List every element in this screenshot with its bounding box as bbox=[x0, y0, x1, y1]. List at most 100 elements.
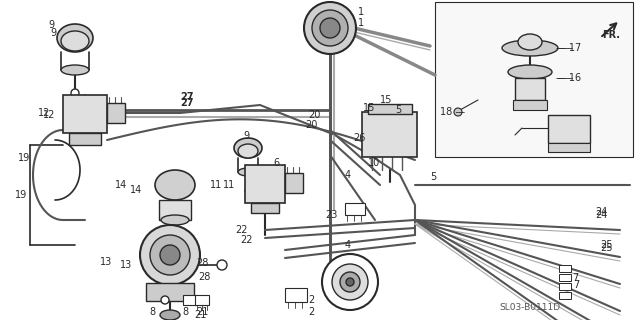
Circle shape bbox=[454, 108, 462, 116]
Circle shape bbox=[245, 188, 251, 194]
Bar bbox=[107, 103, 125, 123]
Circle shape bbox=[161, 296, 169, 304]
Bar bbox=[251, 203, 279, 213]
Text: 24: 24 bbox=[595, 210, 607, 220]
Bar bbox=[285, 173, 303, 193]
Circle shape bbox=[322, 254, 378, 310]
Text: 4: 4 bbox=[345, 240, 351, 250]
Bar bbox=[559, 265, 571, 272]
Bar bbox=[559, 274, 571, 281]
Text: — 17: — 17 bbox=[556, 43, 581, 53]
Text: 18 —: 18 — bbox=[440, 107, 465, 117]
Text: 5: 5 bbox=[395, 105, 401, 115]
Ellipse shape bbox=[155, 170, 195, 200]
Ellipse shape bbox=[508, 65, 552, 79]
Text: 5: 5 bbox=[430, 172, 436, 182]
Circle shape bbox=[217, 260, 227, 270]
Text: 21: 21 bbox=[196, 307, 208, 317]
Bar bbox=[183, 295, 197, 305]
Bar bbox=[345, 203, 365, 215]
Ellipse shape bbox=[234, 138, 262, 158]
Circle shape bbox=[332, 264, 368, 300]
Text: 14: 14 bbox=[115, 180, 127, 190]
Bar bbox=[435, 2, 633, 157]
Bar bbox=[368, 104, 412, 114]
Text: 25: 25 bbox=[600, 240, 613, 250]
Text: 26: 26 bbox=[353, 133, 365, 143]
Circle shape bbox=[150, 235, 190, 275]
Text: 28: 28 bbox=[196, 258, 208, 268]
Text: 11: 11 bbox=[210, 180, 222, 190]
Text: 9: 9 bbox=[243, 131, 249, 141]
Bar bbox=[362, 112, 417, 157]
Circle shape bbox=[71, 89, 79, 97]
Text: 28: 28 bbox=[198, 272, 210, 282]
Text: 27: 27 bbox=[180, 98, 194, 108]
Text: 20: 20 bbox=[305, 120, 318, 130]
Bar bbox=[548, 143, 590, 152]
Text: 8: 8 bbox=[182, 307, 188, 317]
Text: — 16: — 16 bbox=[556, 73, 581, 83]
Text: 13: 13 bbox=[120, 260, 132, 270]
Text: 6: 6 bbox=[273, 158, 279, 168]
Text: 14: 14 bbox=[130, 185, 142, 195]
Text: 9: 9 bbox=[48, 20, 54, 30]
Ellipse shape bbox=[518, 34, 542, 50]
Bar bbox=[285, 288, 307, 302]
Text: FR.: FR. bbox=[602, 30, 620, 40]
Text: 2: 2 bbox=[308, 307, 314, 317]
Bar bbox=[513, 100, 547, 110]
Ellipse shape bbox=[61, 31, 89, 51]
Bar bbox=[548, 115, 590, 143]
Text: 15: 15 bbox=[363, 103, 375, 113]
Bar bbox=[159, 200, 191, 220]
Ellipse shape bbox=[161, 215, 189, 225]
Text: 12: 12 bbox=[38, 108, 50, 118]
Bar bbox=[245, 165, 285, 203]
Text: 25: 25 bbox=[600, 243, 613, 253]
Bar bbox=[63, 95, 107, 133]
Text: 11: 11 bbox=[223, 180, 235, 190]
Circle shape bbox=[340, 272, 360, 292]
Text: 1: 1 bbox=[358, 7, 364, 17]
Text: 21: 21 bbox=[194, 310, 206, 320]
Text: 22: 22 bbox=[240, 235, 253, 245]
Ellipse shape bbox=[502, 40, 558, 56]
Text: 9: 9 bbox=[50, 28, 56, 38]
Ellipse shape bbox=[238, 144, 258, 158]
Text: 23: 23 bbox=[325, 210, 337, 220]
Text: 20: 20 bbox=[308, 110, 321, 120]
Circle shape bbox=[160, 245, 180, 265]
Text: 12: 12 bbox=[43, 110, 55, 120]
Text: 2: 2 bbox=[308, 295, 314, 305]
Bar bbox=[146, 283, 194, 301]
Circle shape bbox=[304, 2, 356, 54]
Circle shape bbox=[320, 18, 340, 38]
Text: 24: 24 bbox=[595, 207, 607, 217]
Bar bbox=[515, 78, 545, 100]
Text: 7: 7 bbox=[573, 280, 579, 290]
Text: 7: 7 bbox=[572, 273, 578, 283]
Ellipse shape bbox=[61, 65, 89, 75]
Circle shape bbox=[346, 278, 354, 286]
Text: 1: 1 bbox=[358, 18, 364, 28]
Text: 13: 13 bbox=[100, 257, 112, 267]
Ellipse shape bbox=[160, 310, 180, 320]
Circle shape bbox=[140, 225, 200, 285]
Bar bbox=[559, 283, 571, 290]
Text: 19: 19 bbox=[18, 153, 30, 163]
Bar bbox=[559, 292, 571, 299]
Ellipse shape bbox=[238, 168, 258, 176]
Bar bbox=[195, 295, 209, 305]
Text: 27: 27 bbox=[180, 92, 194, 102]
Text: 19: 19 bbox=[15, 190, 27, 200]
Text: SL03-B0111D: SL03-B0111D bbox=[500, 303, 561, 313]
Text: 22: 22 bbox=[235, 225, 248, 235]
Text: 15: 15 bbox=[380, 95, 392, 105]
Text: 8: 8 bbox=[149, 307, 155, 317]
Text: 10: 10 bbox=[368, 158, 380, 168]
Circle shape bbox=[312, 10, 348, 46]
Text: 4: 4 bbox=[345, 170, 351, 180]
Bar bbox=[69, 133, 101, 145]
Ellipse shape bbox=[57, 24, 93, 52]
